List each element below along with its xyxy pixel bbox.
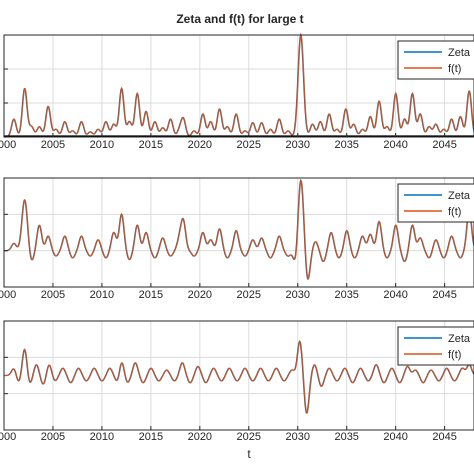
legend: Zeta f(t): [397, 40, 474, 80]
series-f-of-t-line: [4, 340, 474, 414]
axes-box: [3, 34, 474, 138]
x-tick-label: 2035: [334, 431, 358, 443]
x-tick-label: 2000: [0, 431, 16, 443]
x-tick-label: 2035: [334, 289, 358, 301]
x-tick-label: 2000: [0, 289, 16, 301]
x-tick-label: 2045: [432, 289, 456, 301]
x-tick-label: 2020: [188, 431, 212, 443]
grid: [3, 178, 474, 287]
x-tick-label: 2040: [383, 431, 407, 443]
x-tick-label: 2005: [41, 289, 65, 301]
legend-label-f-of-t: f(t): [448, 349, 461, 361]
subplot-3: 2000 2005 2010 2015 2020 2025 2030 2035 2040 2045…: [0, 320, 474, 443]
x-tick-label: 2030: [286, 431, 310, 443]
x-tick-label: 2020: [188, 139, 212, 151]
subplots: 2000 2005 2010 2015 2020 2025 2030 2035 2040 2045…: [0, 32, 474, 443]
x-tick-label: 2015: [139, 431, 163, 443]
x-tick-label: 2030: [286, 289, 310, 301]
legend-label-f-of-t: f(t): [448, 206, 461, 218]
legend: Zeta f(t): [397, 326, 474, 366]
legend: Zeta f(t): [397, 183, 474, 223]
x-tick-label: 2015: [139, 289, 163, 301]
x-tick-label: 2005: [41, 139, 65, 151]
x-tick-label: 2030: [286, 139, 310, 151]
grid: [3, 35, 474, 137]
x-tick-label: 2020: [188, 289, 212, 301]
subplot-2: 2000 2005 2010 2015 2020 2025 2030 2035 2040 2045…: [0, 177, 474, 301]
x-tick-label: 2045: [432, 431, 456, 443]
x-tick-label: 2000: [0, 139, 16, 151]
legend-box: [397, 183, 474, 223]
legend-box: [397, 326, 474, 366]
x-tick-label: 2015: [139, 139, 163, 151]
x-tick-label: 2010: [90, 431, 114, 443]
axes-box: [3, 177, 474, 288]
legend-label-zeta: Zeta: [448, 190, 471, 202]
x-tick-label: 2005: [41, 431, 65, 443]
chart-title: Zeta and f(t) for large t: [176, 12, 303, 26]
legend-label-zeta: Zeta: [448, 333, 471, 345]
x-tick-label: 2025: [237, 139, 261, 151]
x-tick-label: 2040: [383, 289, 407, 301]
legend-box: [397, 40, 474, 80]
x-tick-label: 2010: [90, 139, 114, 151]
x-axis-label: t: [247, 447, 251, 461]
x-tick-label: 2040: [383, 139, 407, 151]
subplot-1: 2000 2005 2010 2015 2020 2025 2030 2035 2040 2045…: [0, 32, 474, 151]
x-tick-label: 2025: [237, 431, 261, 443]
axes-box: [3, 320, 474, 431]
legend-label-f-of-t: f(t): [448, 63, 461, 75]
x-tick-label: 2010: [90, 289, 114, 301]
x-tick-label: 2035: [334, 139, 358, 151]
series-f-of-t-line: [4, 33, 474, 138]
x-tick-label: 2045: [432, 139, 456, 151]
legend-label-zeta: Zeta: [448, 47, 471, 59]
x-tick-label: 2025: [237, 289, 261, 301]
series-f-of-t-line: [4, 179, 474, 281]
